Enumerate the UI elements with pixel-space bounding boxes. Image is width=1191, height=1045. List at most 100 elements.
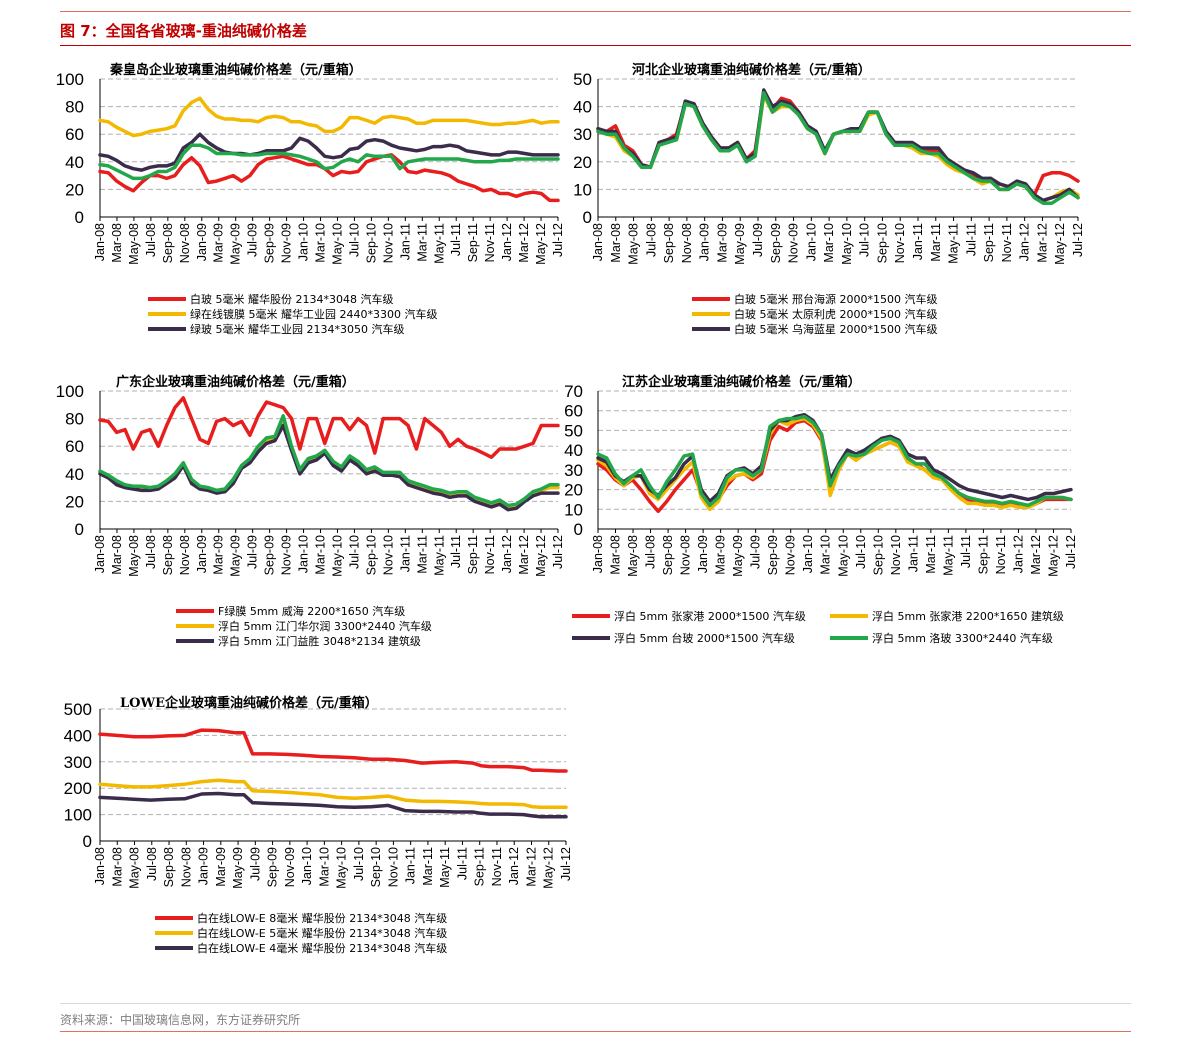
x-tick-label: Mar-11 (929, 223, 943, 262)
x-tick-label: May-09 (231, 847, 245, 889)
x-tick-label: Jan-11 (404, 847, 418, 884)
legend-label: 浮白 5mm 台玻 2000*1500 汽车级 (614, 631, 795, 645)
x-tick-label: Nov-09 (787, 223, 801, 263)
x-tick-label: Jul-12 (1064, 535, 1078, 569)
x-tick-label: Jan-10 (300, 847, 314, 885)
x-tick-label: Jul-08 (144, 535, 158, 569)
series-line (98, 728, 568, 773)
x-tick-label: Mar-08 (110, 847, 124, 887)
x-tick-label: Mar-11 (421, 847, 435, 886)
x-tick-label: Jan-09 (696, 535, 710, 573)
x-tick-label: Mar-12 (1035, 223, 1049, 263)
top-rule (60, 11, 1131, 12)
y-tick-label: 0 (583, 208, 592, 227)
x-tick-label: Jul-09 (246, 223, 260, 257)
x-tick-label: Jul-12 (551, 535, 565, 569)
x-tick-label: Nov-11 (994, 535, 1008, 574)
series-line (596, 414, 1073, 508)
x-tick-label: May-11 (947, 223, 961, 264)
x-tick-label: Jul-10 (854, 535, 868, 569)
x-tick-label: Jan-11 (906, 535, 920, 572)
x-tick-label: May-10 (836, 535, 850, 577)
y-tick-label: 400 (64, 726, 92, 745)
x-tick-label: Mar-11 (924, 535, 938, 574)
x-tick-label: Sep-08 (161, 223, 175, 263)
x-tick-label: Nov-08 (178, 223, 192, 263)
x-tick-label: Jan-12 (1011, 535, 1025, 573)
figure-title: 图 7：全国各省玻璃-重油纯碱价格差 (60, 22, 307, 40)
x-tick-label: Jul-10 (352, 847, 366, 881)
y-tick-label: 70 (564, 382, 583, 401)
x-tick-label: Mar-10 (314, 223, 328, 263)
x-tick-label: Nov-11 (483, 223, 497, 262)
x-tick-label: Jul-11 (964, 223, 978, 256)
x-tick-label: May-08 (626, 535, 640, 577)
x-tick-label: Mar-09 (715, 223, 729, 263)
title-rule (60, 45, 1131, 46)
legend-label: 白玻 5毫米 乌海蓝星 2000*1500 汽车级 (734, 322, 937, 336)
x-tick-label: Jul-10 (858, 223, 872, 257)
x-tick-label: May-11 (438, 847, 452, 888)
x-tick-label: Mar-11 (415, 223, 429, 262)
x-tick-label: May-12 (534, 223, 548, 265)
y-tick-label: 20 (65, 180, 84, 199)
x-tick-label: Sep-11 (982, 223, 996, 262)
y-tick-label: 20 (564, 481, 583, 500)
x-tick-label: Jul-11 (449, 223, 463, 256)
x-tick-label: Sep-11 (466, 223, 480, 262)
x-tick-label: Jul-10 (347, 223, 361, 257)
x-tick-label: Sep-08 (162, 847, 176, 887)
x-tick-label: Sep-10 (364, 535, 378, 575)
x-tick-label: Jul-08 (644, 223, 658, 257)
y-tick-label: 50 (573, 70, 592, 89)
x-tick-label: Jul-08 (644, 535, 658, 569)
x-tick-label: Jul-11 (959, 535, 973, 568)
x-tick-label: Sep-10 (364, 223, 378, 263)
x-tick-label: Mar-12 (1029, 535, 1043, 575)
y-tick-label: 80 (65, 98, 84, 117)
x-tick-label: May-11 (941, 535, 955, 576)
x-tick-label: Jul-09 (248, 847, 262, 881)
x-tick-label: Jul-09 (751, 223, 765, 257)
x-tick-label: Jan-10 (801, 535, 815, 573)
y-tick-label: 30 (573, 125, 592, 144)
x-tick-label: Mar-09 (214, 847, 228, 887)
x-tick-label: May-11 (432, 535, 446, 576)
x-tick-label: Jan-08 (591, 223, 605, 261)
x-tick-label: Nov-10 (386, 847, 400, 887)
series-line (596, 91, 1080, 205)
x-tick-label: Sep-10 (871, 535, 885, 575)
y-tick-label: 10 (564, 500, 583, 519)
y-tick-label: 40 (573, 98, 592, 117)
series-line (98, 153, 560, 203)
legend-label: 白玻 5毫米 邢台海源 2000*1500 汽车级 (734, 292, 937, 306)
x-tick-label: Nov-11 (1000, 223, 1014, 262)
chart-title: LOWE企业玻璃重油纯碱价格差（元/重箱） (120, 695, 378, 711)
x-tick-label: Sep-09 (769, 223, 783, 263)
x-tick-label: Nov-11 (483, 535, 497, 574)
x-tick-label: Sep-08 (661, 535, 675, 575)
y-tick-label: 20 (573, 153, 592, 172)
x-tick-label: May-09 (731, 535, 745, 577)
x-tick-label: Nov-10 (893, 223, 907, 263)
x-tick-label: Nov-09 (280, 223, 294, 263)
x-tick-label: Sep-09 (263, 535, 277, 575)
legend-label: 白在线LOW-E 4毫米 耀华股份 2134*3048 汽车级 (197, 941, 447, 955)
x-tick-label: Jan-11 (398, 223, 412, 260)
series-line (98, 96, 560, 138)
x-tick-label: Jul-09 (246, 535, 260, 569)
x-tick-label: Mar-09 (714, 535, 728, 575)
y-tick-label: 100 (56, 70, 84, 89)
legend-label: 浮白 5mm 江门益胜 3048*2134 建筑级 (218, 634, 421, 648)
x-tick-label: Nov-11 (490, 847, 504, 886)
x-tick-label: Nov-09 (280, 535, 294, 575)
x-tick-label: Nov-09 (283, 847, 297, 887)
x-tick-label: May-10 (335, 847, 349, 889)
series-line (98, 423, 560, 512)
x-tick-label: Sep-09 (266, 847, 280, 887)
x-tick-label: Jul-09 (749, 535, 763, 569)
x-tick-label: Nov-08 (679, 535, 693, 575)
